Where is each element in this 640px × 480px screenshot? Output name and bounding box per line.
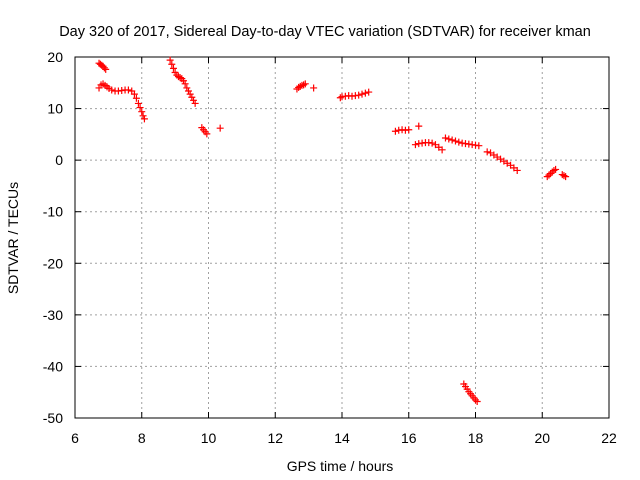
data-point <box>445 135 452 142</box>
data-point <box>449 137 456 144</box>
x-tick-label: 18 <box>468 430 484 446</box>
series-arc-6 <box>337 89 372 102</box>
y-tick-label: -50 <box>43 410 63 426</box>
y-tick-label: 10 <box>47 101 63 117</box>
data-point <box>217 125 224 132</box>
grid-lines <box>75 57 609 418</box>
data-point <box>484 148 491 155</box>
data-point <box>544 173 551 180</box>
data-point <box>192 100 199 107</box>
data-point <box>412 141 419 148</box>
series-arc-5 <box>293 80 317 92</box>
x-tick-label: 14 <box>334 430 350 446</box>
x-tick-label: 10 <box>201 430 217 446</box>
chart-title: Day 320 of 2017, Sidereal Day-to-day VTE… <box>59 24 591 40</box>
data-point <box>405 126 412 133</box>
data-point <box>185 88 192 95</box>
data-point <box>550 167 557 174</box>
data-point <box>182 80 189 87</box>
series-arc-4 <box>198 124 223 137</box>
x-tick-label: 8 <box>138 430 146 446</box>
data-point <box>137 104 144 111</box>
y-tick-label: -40 <box>43 358 63 374</box>
x-tick-label: 6 <box>71 430 79 446</box>
data-point <box>475 142 482 149</box>
data-point <box>141 115 148 122</box>
series-arc-11 <box>544 166 569 180</box>
series-arc-3 <box>167 57 199 107</box>
data-point <box>170 65 177 72</box>
data-point <box>140 112 147 119</box>
data-point <box>455 139 462 146</box>
data-point <box>362 90 369 97</box>
data-point <box>337 94 344 101</box>
data-point <box>190 97 197 104</box>
data-point <box>310 84 317 91</box>
series-arc-1 <box>96 60 110 73</box>
series-arc-2 <box>96 80 148 122</box>
y-axis-label: SDTVAR / TECUs <box>5 182 21 294</box>
y-tick-label: -10 <box>43 204 63 220</box>
data-point <box>167 57 174 64</box>
x-tick-label: 20 <box>534 430 550 446</box>
series-arc-8 <box>412 139 446 153</box>
series-arc-12 <box>460 380 480 405</box>
x-tick-label: 22 <box>601 430 617 446</box>
data-point <box>355 92 362 99</box>
data-point <box>442 134 449 141</box>
data-point <box>187 91 194 98</box>
data-point <box>168 61 175 68</box>
y-tick-label: 0 <box>55 152 63 168</box>
data-point <box>392 128 399 135</box>
data-point <box>452 138 459 145</box>
y-tick-label: -20 <box>43 255 63 271</box>
data-point <box>365 89 372 96</box>
data-point <box>359 91 366 98</box>
data-point <box>547 170 554 177</box>
x-axis-label: GPS time / hours <box>287 458 394 474</box>
data-point <box>545 172 552 179</box>
series-arc-9 <box>442 134 482 149</box>
data-point <box>560 172 567 179</box>
x-tick-label: 12 <box>267 430 283 446</box>
y-tick-label: 20 <box>47 49 63 65</box>
data-point <box>138 108 145 115</box>
sdtvar-chart: 6 8 10 12 14 16 18 20 22 -50 -40 -30 -20 -10 0 10 20 Day… <box>0 0 640 480</box>
data-point <box>188 94 195 101</box>
data-point <box>474 398 481 405</box>
data-point <box>429 140 436 147</box>
data-point <box>415 123 422 130</box>
y-tick-label: -30 <box>43 307 63 323</box>
data-point <box>183 84 190 91</box>
series-arc-10 <box>484 148 521 174</box>
x-tick-label: 16 <box>401 430 417 446</box>
series-arc-7 <box>392 123 422 135</box>
data-point <box>125 87 132 94</box>
